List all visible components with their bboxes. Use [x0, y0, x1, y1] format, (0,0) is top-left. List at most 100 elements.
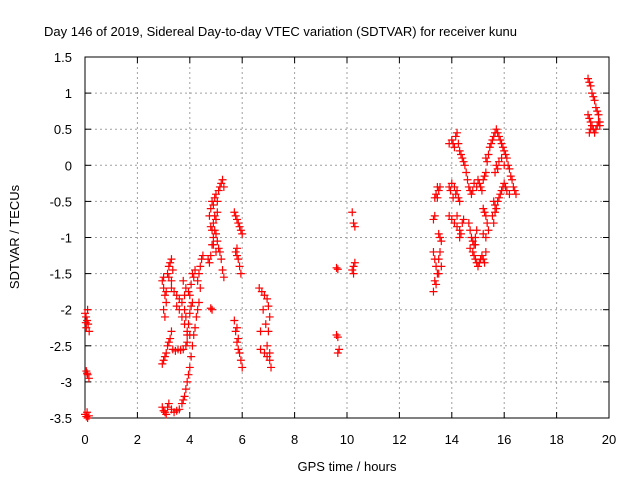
data-point — [219, 273, 228, 282]
data-point — [481, 168, 490, 177]
data-point — [333, 333, 342, 342]
data-point — [212, 247, 220, 256]
data-point — [177, 399, 186, 408]
y-tick-label: -2.5 — [50, 339, 72, 354]
data-point — [185, 291, 194, 300]
data-point — [232, 244, 241, 253]
data-point — [267, 363, 276, 372]
data-point — [462, 168, 471, 177]
x-tick-label: 20 — [602, 432, 616, 447]
data-point — [455, 146, 464, 155]
data-point — [236, 226, 245, 235]
data-point — [234, 334, 243, 343]
data-point — [501, 150, 510, 159]
data-point — [217, 255, 226, 264]
data-point — [166, 334, 175, 343]
data-point — [236, 356, 245, 365]
data-point — [508, 175, 517, 184]
data-point — [446, 186, 455, 195]
data-point — [230, 316, 239, 325]
data-point — [187, 352, 196, 361]
data-point — [83, 369, 92, 378]
data-point — [235, 349, 244, 358]
data-point — [485, 143, 494, 152]
data-point — [213, 197, 222, 206]
data-point — [180, 392, 189, 401]
data-point — [471, 233, 480, 242]
data-point — [185, 309, 194, 318]
data-point — [429, 287, 438, 296]
data-point — [429, 215, 438, 224]
data-point — [498, 143, 507, 152]
data-point — [160, 312, 169, 321]
data-points — [81, 74, 604, 422]
data-point — [594, 117, 603, 126]
data-point — [447, 136, 456, 145]
data-point — [256, 345, 265, 354]
data-point — [184, 320, 193, 329]
data-point — [587, 89, 596, 98]
data-point — [436, 233, 445, 242]
data-point — [236, 269, 245, 278]
data-point — [196, 284, 205, 293]
data-point — [231, 247, 240, 256]
data-point — [474, 262, 482, 271]
x-tick-label: 18 — [549, 432, 563, 447]
data-point — [501, 182, 510, 191]
data-point — [434, 269, 443, 278]
data-point — [166, 258, 175, 267]
data-point — [158, 276, 167, 285]
data-point — [264, 327, 273, 336]
data-point — [500, 161, 509, 170]
data-point — [479, 229, 488, 238]
y-tick-label: 1 — [65, 86, 72, 101]
data-point — [487, 139, 496, 148]
data-point — [164, 399, 173, 408]
data-point — [162, 287, 171, 296]
y-tick-label: -3 — [60, 375, 72, 390]
data-point — [477, 251, 486, 260]
data-point — [212, 229, 220, 238]
data-point — [214, 186, 223, 195]
data-point — [232, 251, 241, 260]
data-point — [489, 219, 498, 228]
data-point — [500, 179, 509, 188]
data-point — [84, 374, 93, 383]
data-point — [159, 356, 168, 365]
data-point — [472, 182, 481, 191]
data-point — [463, 175, 472, 184]
x-tick-label: 4 — [186, 432, 193, 447]
data-point — [235, 262, 244, 271]
y-axis-label: SDTVAR / TECUs — [7, 184, 22, 289]
data-point — [456, 229, 465, 238]
data-point — [349, 219, 358, 228]
data-point — [208, 305, 217, 314]
data-point — [159, 305, 168, 314]
data-point — [206, 304, 215, 313]
data-point — [234, 219, 243, 228]
data-point — [160, 291, 169, 300]
data-point — [479, 204, 488, 213]
data-point — [212, 215, 220, 224]
data-point — [232, 215, 241, 224]
data-point — [471, 240, 480, 249]
data-point — [218, 175, 227, 184]
data-point — [493, 128, 502, 137]
data-point — [434, 186, 443, 195]
data-point — [594, 110, 603, 119]
data-point — [591, 103, 600, 112]
data-point — [265, 356, 274, 365]
data-point — [459, 157, 468, 166]
data-point — [209, 201, 218, 210]
data-point — [256, 327, 265, 336]
data-point — [437, 262, 446, 271]
data-point — [163, 341, 172, 350]
y-tick-label: 0.5 — [54, 122, 72, 137]
data-point — [213, 208, 222, 217]
data-point — [167, 255, 176, 264]
data-point — [484, 226, 493, 235]
data-point — [584, 74, 593, 83]
data-point — [163, 269, 172, 278]
data-point — [208, 226, 217, 235]
data-point — [81, 318, 90, 327]
